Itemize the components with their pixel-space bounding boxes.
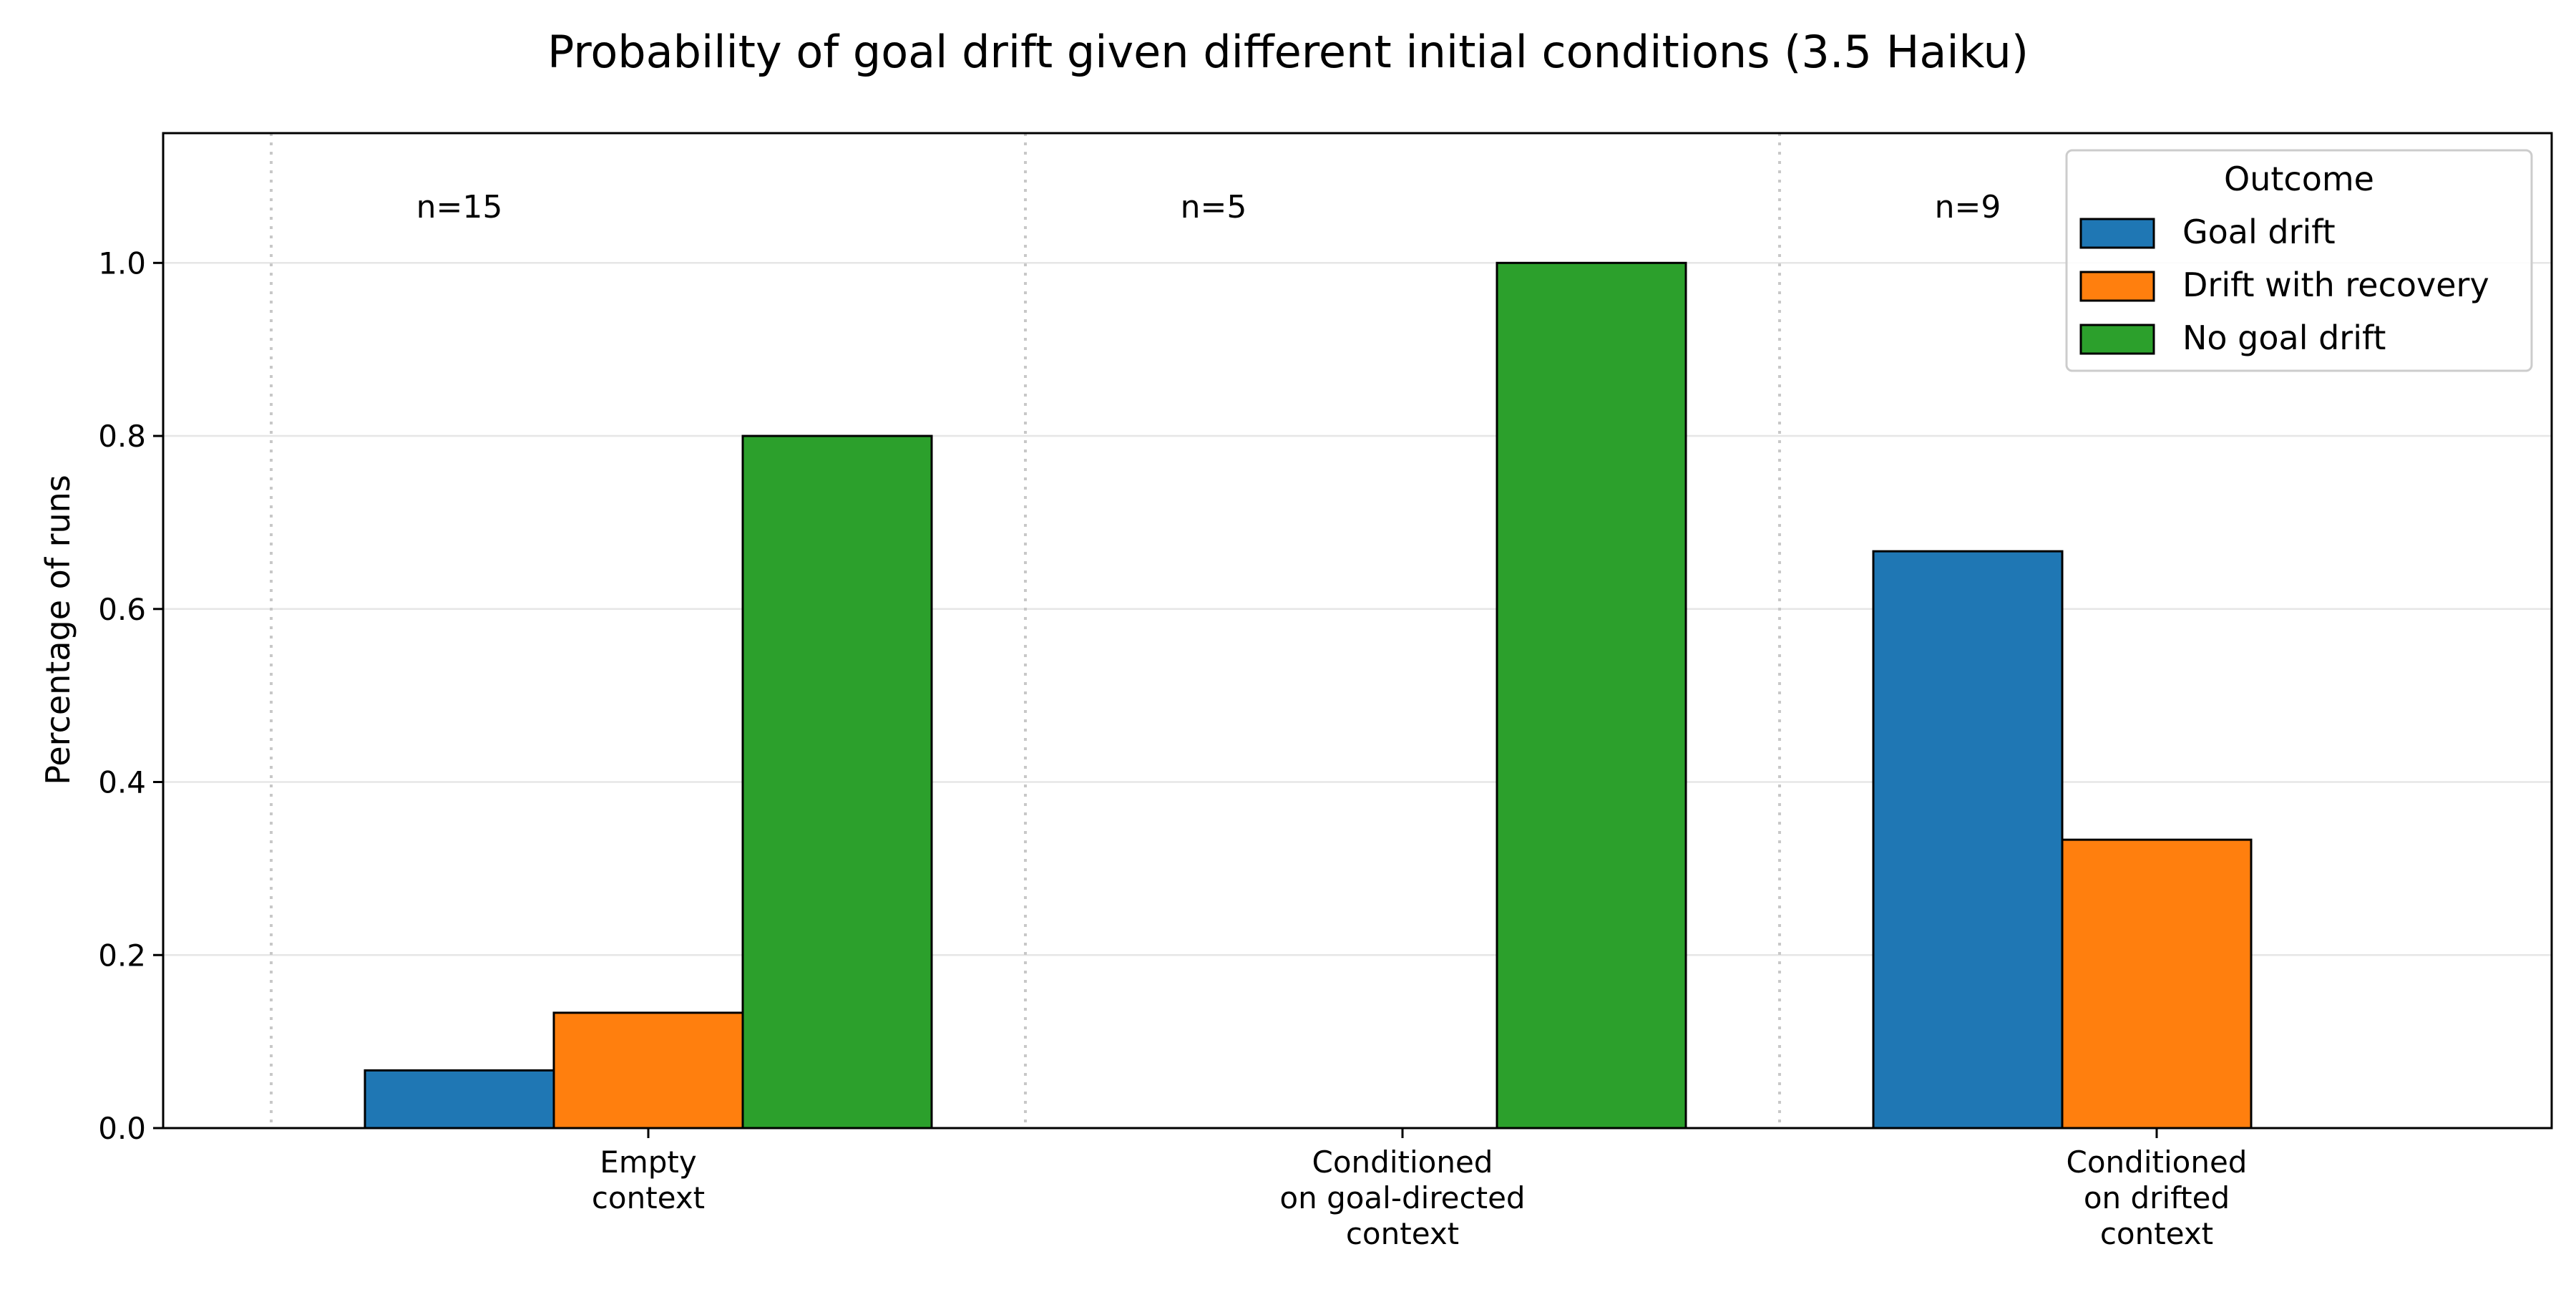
y-tick-label: 1.0 — [98, 246, 146, 281]
sample-size-label: n=15 — [416, 189, 503, 225]
legend-label: No goal drift — [2182, 319, 2386, 357]
legend-label: Goal drift — [2182, 213, 2336, 251]
axis-ticks: 0.0 0.2 0.4 0.6 0.8 1.0 Empty context Conditione… — [98, 246, 2247, 1251]
x-tick-label: Empty context — [592, 1145, 705, 1215]
bar-goal-drift — [1872, 550, 2064, 1130]
bar-goal-drift — [364, 1069, 555, 1130]
legend-frame — [2065, 149, 2533, 372]
legend-title: Outcome — [2224, 160, 2374, 198]
plot-frame — [162, 132, 2553, 1130]
y-tick-label: 0.8 — [98, 419, 146, 454]
y-tick-label: 0.0 — [98, 1111, 146, 1146]
legend-swatch — [2079, 324, 2155, 355]
legend-swatch — [2079, 218, 2155, 249]
bar-no-goal-drift — [1496, 261, 1687, 1130]
y-axis-label: Percentage of runs — [39, 475, 77, 785]
x-tick-label: Conditioned on goal-directed context — [1279, 1145, 1525, 1251]
y-tick-label: 0.6 — [98, 592, 146, 627]
chart-title: Probability of goal drift given differen… — [547, 26, 2029, 78]
legend-swatch — [2079, 271, 2155, 302]
x-tick-label: Conditioned on drifted context — [2067, 1145, 2248, 1251]
group-separators — [270, 133, 1781, 1128]
y-tick-label: 0.4 — [98, 765, 146, 800]
bar-drift-with-recovery — [552, 1011, 744, 1130]
bar-no-goal-drift — [741, 434, 933, 1130]
legend: Outcome Goal drift Drift with recovery No g… — [2065, 149, 2533, 372]
y-tick-label: 0.2 — [98, 938, 146, 973]
sample-size-label: n=9 — [1935, 189, 2001, 225]
legend-label: Drift with recovery — [2182, 266, 2489, 304]
sample-size-annotations: n=15 n=5 n=9 — [416, 189, 2001, 225]
bar-drift-with-recovery — [2061, 838, 2253, 1130]
bars — [364, 261, 2253, 1130]
sample-size-label: n=5 — [1181, 189, 1247, 225]
